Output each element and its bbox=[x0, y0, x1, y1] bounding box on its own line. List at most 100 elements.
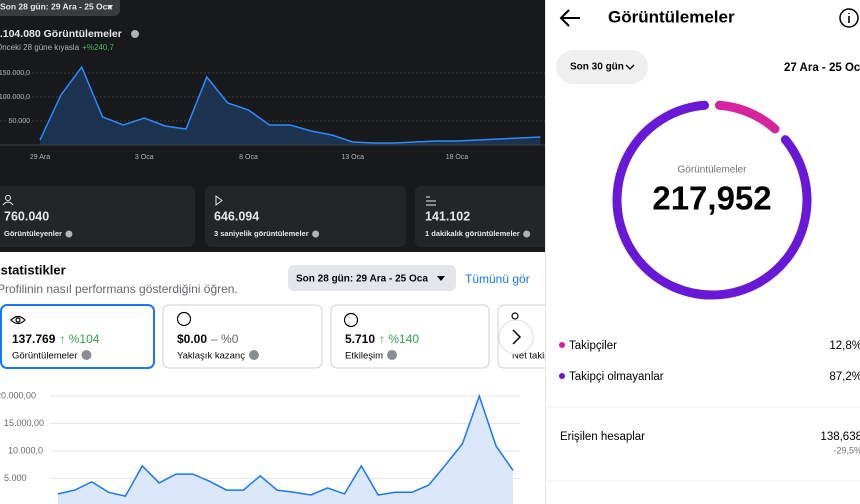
card-change: ↑ %140 bbox=[379, 332, 419, 346]
metric-card[interactable] bbox=[330, 304, 490, 369]
legend-value: 87,2% bbox=[829, 371, 860, 383]
donut-chart bbox=[612, 100, 812, 300]
card-value: $0.00 bbox=[177, 332, 207, 346]
range-button[interactable] bbox=[0, 0, 120, 16]
eye-icon bbox=[10, 315, 26, 325]
metric-cards: 137.769 ↑ %104 Görüntülemeler $0.00 – %0 Yakl… bbox=[12, 332, 556, 361]
card-label: Etkileşim bbox=[345, 351, 383, 362]
info-button[interactable] bbox=[839, 8, 859, 28]
stats-title: İstatistikler bbox=[0, 262, 66, 277]
y-tick-label: 150.000,0 bbox=[0, 70, 30, 77]
card-label: Görüntüleyenler bbox=[4, 229, 62, 238]
range-button[interactable] bbox=[288, 265, 456, 291]
card-value: 137.769 bbox=[12, 332, 56, 346]
list-icon bbox=[426, 196, 436, 206]
card-change: ↑ %104 bbox=[59, 332, 99, 346]
info-icon bbox=[65, 230, 73, 238]
donut-segment bbox=[612, 100, 812, 300]
people-icon bbox=[511, 312, 519, 320]
see-all-link[interactable]: Tümünü gör bbox=[465, 272, 530, 286]
money-icon bbox=[176, 311, 192, 327]
info-icon bbox=[387, 350, 398, 360]
date-range: 27 Ara - 25 Oca bbox=[784, 62, 860, 74]
reach-value: 138,638 bbox=[820, 431, 860, 443]
x-tick-label: 8 Oca bbox=[239, 154, 258, 161]
card-value: 5.710 bbox=[345, 332, 375, 346]
donut-label: Görüntülemeler bbox=[678, 165, 748, 176]
reach-label: Erişilen hesaplar bbox=[560, 431, 645, 443]
eye-icon bbox=[15, 317, 21, 323]
legend: Takipçiler 12,8% Takipçi olmayanlar 87,2% bbox=[559, 340, 860, 383]
chevron-icon bbox=[512, 329, 522, 345]
dropdown-caret bbox=[437, 276, 445, 281]
line bbox=[39, 65, 541, 144]
person-icon bbox=[2, 201, 14, 206]
legend-dot bbox=[559, 373, 565, 379]
stat-card[interactable] bbox=[0, 186, 195, 247]
range-pill[interactable] bbox=[556, 50, 648, 84]
card-value: 141.102 bbox=[425, 209, 470, 223]
y-tick-label: 100.000,0 bbox=[0, 94, 30, 101]
area bbox=[40, 67, 541, 145]
stats-chart: 5.000 10.000,0 15.000,00 20.000,00 bbox=[0, 390, 520, 504]
next-button[interactable] bbox=[498, 319, 534, 355]
info-icon[interactable] bbox=[131, 30, 139, 38]
play-icon bbox=[215, 195, 223, 206]
card-value: 760.040 bbox=[4, 209, 49, 223]
legend-label: Takipçi olmayanlar bbox=[569, 371, 664, 383]
total-views: 2.104.080 Görüntülemeler bbox=[0, 28, 122, 40]
dark-cards: 760.040 Görüntüleyenler 646.094 3 saniyelik… bbox=[4, 209, 531, 238]
info-icon bbox=[81, 350, 92, 360]
insights-title: Görüntülemeler bbox=[608, 7, 735, 26]
card-label: Yaklaşık kazanç bbox=[177, 351, 245, 362]
y-tick-label: 15.000,00 bbox=[4, 418, 44, 428]
compare-label: Önceki 28 güne kıyasla bbox=[0, 43, 80, 52]
engagement-icon bbox=[343, 312, 359, 328]
y-tick-label: 5.000 bbox=[4, 473, 27, 483]
info-icon bbox=[248, 350, 259, 360]
info-icon bbox=[312, 230, 320, 238]
card-value-row: $0.00 – %0 bbox=[177, 332, 239, 346]
card-label: Görüntülemeler bbox=[12, 351, 77, 362]
stat-card[interactable] bbox=[205, 186, 406, 247]
card-value-row: 137.769 ↑ %104 bbox=[12, 332, 100, 346]
legend-value: 12,8% bbox=[829, 340, 860, 352]
card-label: 1 dakikalık görüntülemeler bbox=[425, 229, 520, 238]
x-tick-label: 29 Ara bbox=[30, 154, 50, 161]
metric-card[interactable] bbox=[162, 304, 323, 369]
line bbox=[57, 393, 514, 497]
legend-label: Takipçiler bbox=[569, 340, 617, 352]
card-label: 3 saniyelik görüntülemeler bbox=[214, 229, 309, 238]
range-button-text[interactable]: Son 28 gün: 29 Ara - 25 Oca bbox=[0, 1, 112, 11]
card-value-row: 5.710 ↑ %140 bbox=[345, 332, 419, 346]
y-tick-label: 10.000,0 bbox=[8, 445, 43, 455]
dropdown-caret bbox=[107, 5, 113, 9]
dark-chart: 50.000 100.000,0 150.000,0 29 Ara 3 Oca 8 Oca… bbox=[0, 65, 545, 161]
y-tick-label: 20.000,00 bbox=[0, 390, 36, 400]
metric-icons bbox=[10, 311, 519, 328]
legend-dot bbox=[559, 342, 565, 348]
back-button[interactable] bbox=[559, 9, 580, 27]
stats-subtitle: Profilinin nasıl performans gösterdiğini… bbox=[0, 282, 238, 296]
x-tick-label: 13 Oca bbox=[341, 154, 364, 161]
person-icon bbox=[5, 195, 11, 201]
range-button-text[interactable]: Son 28 gün: 29 Ara - 25 Oca bbox=[296, 274, 428, 285]
info-icon bbox=[523, 230, 531, 238]
x-tick-label: 18 Oca bbox=[446, 154, 469, 161]
metric-card[interactable] bbox=[0, 304, 155, 369]
x-tick-label: 3 Oca bbox=[135, 154, 154, 161]
range-pill-text[interactable]: Son 30 gün bbox=[570, 62, 624, 73]
chevron-icon bbox=[625, 64, 635, 70]
reach-change: -29,5% bbox=[833, 445, 860, 455]
donut-segment bbox=[714, 100, 780, 134]
card-value: 646.094 bbox=[214, 209, 259, 223]
compare-text: Önceki 28 güne kıyasla +%240,7 bbox=[0, 43, 115, 52]
y-tick-label: 50.000 bbox=[9, 118, 31, 125]
stat-card[interactable] bbox=[415, 186, 555, 247]
compare-change: +%240,7 bbox=[82, 43, 114, 52]
card-label: Net takipçi bbox=[512, 351, 556, 362]
card-change: – %0 bbox=[211, 332, 239, 346]
card-icons bbox=[2, 195, 436, 206]
